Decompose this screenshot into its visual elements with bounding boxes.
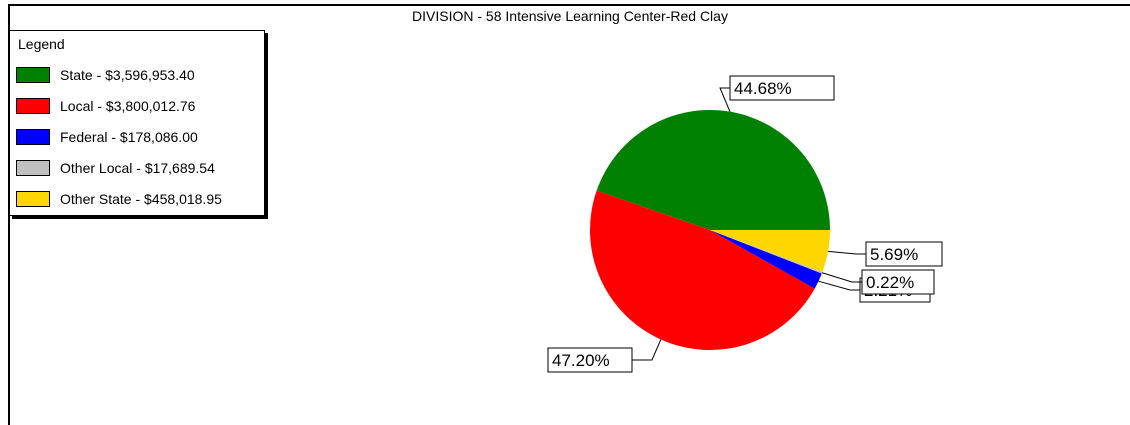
legend-label-local: Local - $3,800,012.76 <box>60 98 196 114</box>
legend-swatch-federal <box>16 129 50 145</box>
pie-slice-state <box>596 109 830 230</box>
legend-title: Legend <box>18 36 65 52</box>
leader-line-other-state <box>828 250 866 255</box>
legend-item-local: Local - $3,800,012.76 <box>16 96 262 118</box>
legend-item-other-state: Other State - $458,018.95 <box>16 189 262 211</box>
legend-label-other-state: Other State - $458,018.95 <box>60 191 222 207</box>
legend-item-federal: Federal - $178,086.00 <box>16 127 262 149</box>
legend: Legend State - $3,596,953.40 Local - $3,… <box>9 30 265 216</box>
percent-label-other-state: 5.69% <box>870 245 918 264</box>
legend-label-other-local: Other Local - $17,689.54 <box>60 160 215 176</box>
percent-box-other-local <box>861 269 935 295</box>
pie-slice-federal <box>710 230 822 289</box>
legend-swatch-local <box>16 98 50 114</box>
leader-line-other-local <box>821 272 862 283</box>
frame-top-border <box>10 4 1130 6</box>
legend-item-state: State - $3,596,953.40 <box>16 65 262 87</box>
pie-slice-other-state <box>710 230 830 272</box>
chart-title: DIVISION - 58 Intensive Learning Center-… <box>412 8 728 24</box>
pie-slice-other-local <box>710 230 823 274</box>
legend-swatch-other-state <box>16 191 50 207</box>
percent-label-state: 44.68% <box>734 79 792 98</box>
legend-swatch-state <box>16 67 50 83</box>
leader-line-local <box>632 339 662 361</box>
legend-label-federal: Federal - $178,086.00 <box>60 129 198 145</box>
legend-swatch-other-local <box>16 160 50 176</box>
percent-label-other-local: 0.22% <box>866 273 914 292</box>
leader-line-federal <box>818 280 860 291</box>
legend-item-other-local: Other Local - $17,689.54 <box>16 158 262 180</box>
pie-slice-local <box>589 190 815 351</box>
percent-box-other-state <box>865 241 943 267</box>
percent-box-state <box>729 75 835 101</box>
legend-label-state: State - $3,596,953.40 <box>60 67 195 83</box>
percent-label-local: 47.20% <box>552 351 610 370</box>
leader-line-state <box>719 87 731 112</box>
percent-box-local <box>547 347 633 373</box>
